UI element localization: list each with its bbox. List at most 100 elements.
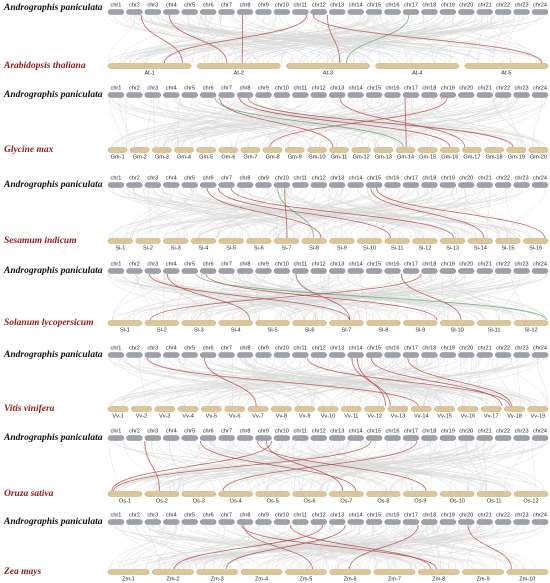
bottom-chromosome-label: Vv-1 [112, 413, 124, 419]
background-link [123, 273, 267, 321]
background-link [320, 440, 469, 492]
background-link [384, 187, 523, 239]
background-link [187, 440, 227, 492]
highlight-link [205, 273, 438, 321]
background-link [359, 524, 428, 570]
background-link [312, 357, 330, 407]
top-chromosome-label: chr23 [515, 2, 529, 8]
top-chromosome-label: chr21 [478, 428, 492, 434]
top-chromosome-label: chr6 [203, 345, 214, 351]
highlight-link [339, 97, 466, 148]
background-link [418, 524, 474, 570]
background-link [213, 524, 226, 570]
bottom-chromosome [417, 147, 438, 153]
top-chromosome-label: chr5 [184, 428, 195, 434]
top-chromosome-label: chr24 [533, 428, 547, 434]
background-link [144, 187, 533, 239]
background-link [395, 357, 441, 407]
background-link [319, 97, 535, 148]
top-chromosome-label: chr18 [422, 261, 436, 267]
background-link [266, 187, 433, 239]
background-link [385, 14, 408, 64]
background-link [305, 357, 500, 407]
top-species-label: Andrographis paniculata [3, 266, 103, 276]
top-chromosome-label: chr5 [184, 2, 195, 8]
top-chromosome-label: chr10 [275, 512, 289, 518]
background-link [425, 273, 432, 321]
top-chromosome [310, 268, 327, 274]
background-link [158, 524, 360, 570]
top-chromosome-label: chr12 [312, 428, 326, 434]
background-link [231, 97, 442, 148]
top-chromosome-label: chr24 [533, 85, 547, 91]
background-link [375, 97, 442, 148]
background-link [153, 273, 202, 321]
background-link [467, 14, 489, 64]
background-link [448, 524, 525, 570]
top-chromosome-label: chr10 [275, 85, 289, 91]
highlight-link [204, 357, 257, 407]
background-link [303, 14, 467, 64]
top-chromosome-label: chr12 [312, 175, 326, 181]
top-chromosome [476, 519, 493, 525]
bottom-chromosome-label: Gm-9 [288, 154, 302, 160]
top-chromosome-label: chr20 [459, 345, 473, 351]
background-link [161, 187, 456, 239]
top-chromosome [292, 435, 309, 441]
background-link [173, 97, 322, 148]
bottom-chromosome-label: Os-7 [340, 498, 352, 504]
background-link [196, 440, 268, 492]
top-chromosome-label: chr2 [129, 175, 140, 181]
background-link [108, 357, 307, 407]
background-link [331, 357, 525, 407]
bottom-chromosome [196, 569, 239, 575]
background-link [269, 524, 521, 570]
top-chromosome [236, 268, 254, 274]
bottom-chromosome [107, 569, 150, 575]
background-link [279, 357, 426, 407]
top-chromosome [329, 435, 346, 441]
background-link [404, 357, 407, 407]
background-link [147, 14, 222, 64]
top-chromosome [476, 352, 493, 358]
top-chromosome [347, 352, 364, 358]
top-chromosome-label: chr2 [129, 512, 140, 518]
background-link [207, 187, 508, 239]
bottom-chromosome [329, 491, 364, 497]
bottom-chromosome [273, 238, 300, 244]
background-link [139, 14, 405, 64]
background-link [215, 187, 418, 239]
top-chromosome [402, 519, 420, 525]
top-chromosome [181, 268, 198, 274]
background-link [375, 524, 426, 570]
top-chromosome [531, 182, 549, 188]
top-chromosome [513, 9, 530, 15]
background-link [460, 357, 464, 407]
top-chromosome [494, 182, 512, 188]
top-species-label: Andrographis paniculata [3, 350, 103, 360]
bottom-chromosome [181, 491, 216, 497]
top-chromosome-label: chr21 [478, 2, 492, 8]
top-species-label: Andrographis paniculata [3, 90, 103, 100]
background-link [160, 14, 326, 64]
background-link [244, 357, 372, 407]
top-chromosome [218, 352, 235, 358]
top-chromosome-label: chr8 [240, 175, 251, 181]
synteny-panel: Andrographis paniculata Zea mays chr1 chr2 c… [3, 512, 549, 582]
bottom-chromosome [527, 406, 549, 412]
top-chromosome-label: chr15 [367, 261, 381, 267]
top-chromosome [144, 92, 162, 98]
bottom-chromosome [107, 406, 129, 412]
bottom-chromosome-label: Os-9 [414, 498, 426, 504]
highlight-link [356, 357, 386, 407]
background-link [357, 524, 378, 570]
bottom-chromosome-label: Si-6 [254, 245, 264, 251]
top-chromosome-label: chr17 [404, 2, 418, 8]
top-chromosome [292, 9, 309, 15]
top-chromosome [329, 519, 346, 525]
top-chromosome [513, 182, 530, 188]
background-link [254, 357, 395, 407]
top-chromosome [255, 182, 272, 188]
top-chromosome-label: chr17 [404, 85, 418, 91]
top-chromosome-label: chr6 [203, 512, 214, 518]
